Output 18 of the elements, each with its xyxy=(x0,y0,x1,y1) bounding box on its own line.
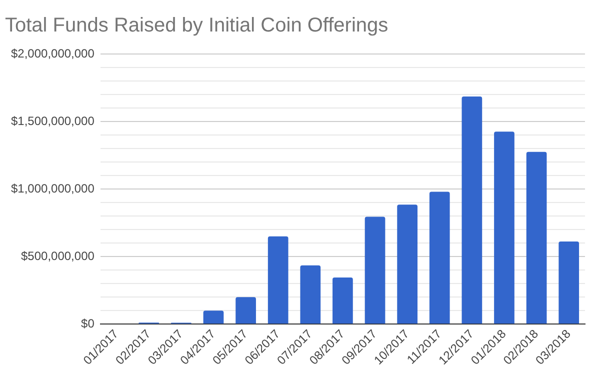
bar xyxy=(203,310,224,324)
bar xyxy=(462,96,482,324)
bar xyxy=(397,204,418,324)
chart-title: Total Funds Raised by Initial Coin Offerings xyxy=(5,14,388,37)
bar xyxy=(494,132,514,324)
bar xyxy=(236,297,256,324)
y-tick-label: $1,500,000,000 xyxy=(10,114,95,128)
y-tick-label: $0 xyxy=(81,316,95,330)
y-tick-label: $2,000,000,000 xyxy=(10,46,95,60)
y-tick-label: $1,000,000,000 xyxy=(10,181,95,196)
bar xyxy=(558,241,580,324)
bar xyxy=(429,192,450,324)
bar xyxy=(300,265,321,324)
bar xyxy=(268,236,288,324)
bar xyxy=(332,278,353,324)
y-tick-label: $500,000,000 xyxy=(21,248,95,263)
bar xyxy=(364,216,386,324)
bar xyxy=(526,152,547,324)
